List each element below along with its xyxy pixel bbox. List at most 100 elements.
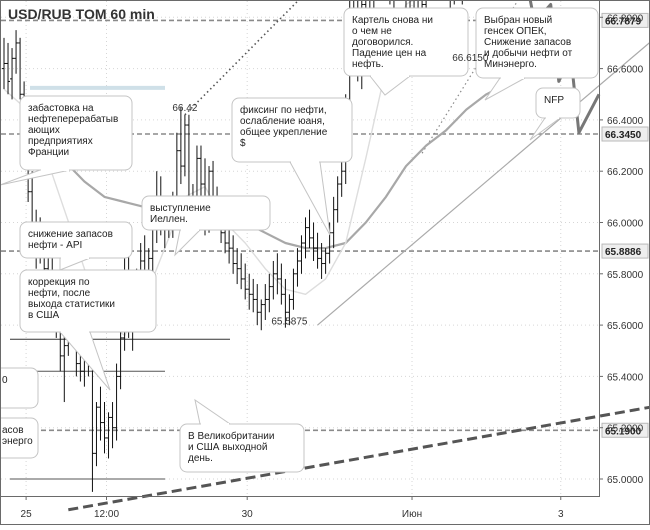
ohlc-bar — [62, 330, 67, 403]
level-tag — [601, 12, 649, 28]
level-label: 65.8886 — [605, 247, 642, 258]
ohlc-bar — [303, 217, 308, 259]
y-tick-label: 66.2000 — [607, 167, 644, 178]
ohlc-bar — [267, 273, 272, 313]
ohlc-bar — [295, 248, 300, 287]
y-tick-label: 66.6000 — [607, 65, 644, 76]
ohlc-bar — [307, 209, 312, 249]
callout-text: фиксинг по нефти, — [240, 104, 327, 116]
x-tick-label: 25 — [21, 509, 33, 520]
callout-text: $ — [240, 138, 246, 149]
ohlc-bar — [227, 227, 232, 264]
callout-text: Иеллен. — [150, 214, 188, 225]
ohlc-bar — [118, 325, 123, 390]
callout-text: забастовка на — [28, 102, 94, 114]
callout-text: Франции — [28, 147, 69, 158]
moving-average-long — [23, 83, 508, 250]
y-tick-label: 65.4000 — [607, 372, 644, 383]
y-tick-label: 66.0000 — [607, 219, 644, 230]
ohlc-bar — [331, 196, 336, 249]
callout-text: нефтеперерабатыв — [28, 113, 118, 125]
ohlc-bar — [319, 243, 324, 279]
callout-text: Картель снова ни — [352, 15, 433, 26]
ohlc-bar — [291, 268, 296, 310]
ohlc-bar — [263, 284, 268, 320]
x-tick-label: 12:00 — [94, 509, 119, 520]
ohlc-bar — [283, 278, 288, 328]
ohlc-bar — [198, 145, 203, 197]
price-label: 65.5875 — [271, 316, 308, 327]
callout-text: Падение цен на — [352, 48, 427, 59]
callout-text: нефть. — [352, 58, 384, 70]
callout-text: генсек ОПЕК, — [484, 26, 546, 37]
ohlc-bar — [178, 107, 183, 185]
trendline-dotted — [184, 0, 300, 116]
ohlc-bar — [247, 273, 252, 310]
callout-text: ающих — [28, 125, 60, 136]
callout-text: выступление — [150, 203, 211, 214]
callout-text: день. — [188, 453, 213, 464]
news-callouts: забастовка нанефтеперерабатывающихпредпр… — [0, 7, 599, 473]
chart-title: USD/RUB TOM 60 min — [8, 6, 155, 22]
ohlc-bar — [231, 235, 236, 274]
y-tick-label: 66.8000 — [607, 13, 644, 24]
level-tag — [601, 126, 649, 142]
callout-box — [141, 195, 271, 231]
ohlc-bar — [182, 114, 187, 177]
callout-text: нефти, после — [28, 287, 91, 299]
ohlc-bar — [424, 0, 427, 18]
ohlc-bar — [315, 232, 320, 269]
ohlc-bar — [255, 284, 260, 326]
callout-text: общее укрепление — [240, 126, 328, 138]
callout-text: договорился. — [352, 37, 413, 48]
callout-text: предприятиях — [28, 136, 93, 147]
ohlc-bar — [243, 263, 248, 300]
ohlc-bar — [114, 363, 119, 441]
callout-cartel-no-agreement: Картель снова нио чем недоговорился.Паде… — [343, 7, 469, 96]
ohlc-bar — [94, 402, 99, 467]
callout-box — [179, 423, 305, 473]
trendline-solid-thin — [317, 41, 650, 326]
callout-text: ослабление юаня, — [240, 115, 325, 127]
y-tick-label: 65.0000 — [607, 475, 644, 486]
grid-layer — [1, 1, 599, 496]
ohlc-bar — [6, 42, 11, 95]
callout-text: о чем не — [352, 26, 392, 37]
level-label: 66.3450 — [605, 130, 642, 141]
trendline-dashed-thick — [68, 405, 650, 512]
ohlc-bar — [98, 386, 103, 441]
level-label: 65.1900 — [605, 426, 642, 437]
callout-text: Выбран новый — [484, 14, 552, 26]
callout-text: В Великобритании — [188, 430, 274, 442]
y-tick-label: 65.6000 — [607, 321, 644, 332]
price-label: 66.42 — [172, 103, 197, 114]
ohlc-bar — [2, 37, 6, 90]
callout-oil-fixing: фиксинг по нефти,ослабление юаня,общее у… — [231, 97, 353, 236]
callout-nfp: NFP — [529, 87, 581, 141]
x-tick-label: Июн — [402, 509, 422, 520]
ohlc-bar — [393, 0, 395, 18]
ohlc-bar — [287, 294, 292, 326]
callout-text: и США выходной — [188, 442, 267, 453]
ohlc-bar — [235, 248, 240, 285]
ohlc-bar — [335, 176, 340, 223]
x-tick-label: 3 — [558, 509, 564, 520]
callout-text: NFP — [544, 95, 564, 106]
callout-gasoline-strike: забастовка нанефтеперерабатывающихпредпр… — [0, 95, 133, 186]
ohlc-bar — [10, 48, 15, 100]
level-label: 66.7879 — [605, 16, 642, 27]
ohlc-bar — [18, 37, 23, 100]
callout-text: асов — [2, 425, 24, 436]
ohlc-bar — [251, 278, 256, 313]
callout-text: Минэнерго. — [484, 59, 537, 70]
ohlc-bar — [239, 253, 244, 290]
ohlc-bar — [279, 263, 284, 305]
level-tag — [601, 243, 649, 259]
